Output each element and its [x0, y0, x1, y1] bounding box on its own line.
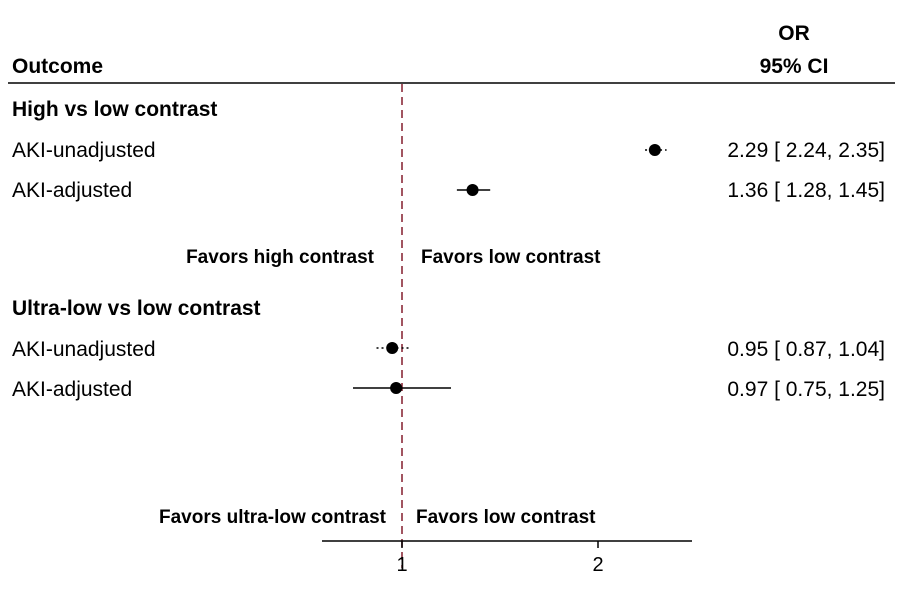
favors-left-g2: Favors ultra-low contrast	[159, 507, 387, 528]
favors-left-g1: Favors high contrast	[186, 247, 375, 268]
favors-right-g2: Favors low contrast	[416, 507, 596, 528]
group-title-high-vs-low: High vs low contrast	[12, 98, 217, 121]
point-estimate	[648, 144, 661, 156]
group-title-ultralow-vs-low: Ultra-low vs low contrast	[12, 297, 261, 320]
header-outcome: Outcome	[12, 55, 103, 78]
row-value-g1-r2: 1.36 [ 1.28, 1.45]	[727, 179, 885, 202]
favors-right-g1: Favors low contrast	[421, 247, 601, 268]
x-tick-label: 1	[396, 554, 407, 576]
row-value-g1-r1: 2.29 [ 2.24, 2.35]	[727, 139, 885, 162]
point-estimate	[390, 382, 403, 394]
row-label-g2-r1: AKI-unadjusted	[12, 338, 156, 361]
x-tick-label: 2	[592, 554, 603, 576]
row-value-g2-r2: 0.97 [ 0.75, 1.25]	[727, 378, 885, 401]
row-label-g1-r2: AKI-adjusted	[12, 179, 132, 202]
row-value-g2-r1: 0.95 [ 0.87, 1.04]	[727, 338, 885, 361]
row-label-g1-r1: AKI-unadjusted	[12, 139, 156, 162]
estimate-marks	[353, 144, 667, 394]
header-ci: 95% CI	[760, 55, 829, 78]
point-estimate	[466, 184, 479, 196]
header-or: OR	[778, 22, 810, 45]
point-estimate	[386, 342, 399, 354]
row-label-g2-r2: AKI-adjusted	[12, 378, 132, 401]
